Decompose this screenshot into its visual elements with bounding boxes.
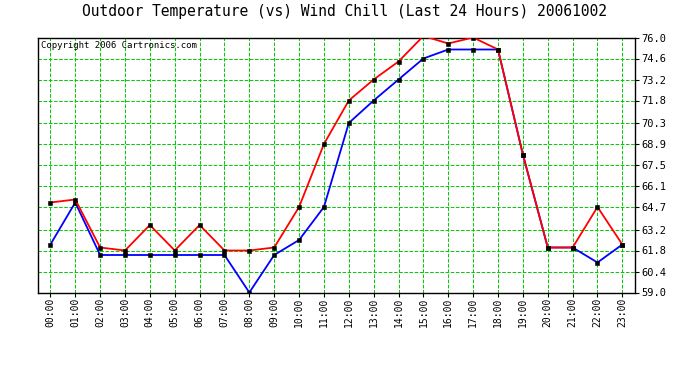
Text: Outdoor Temperature (vs) Wind Chill (Last 24 Hours) 20061002: Outdoor Temperature (vs) Wind Chill (Las…: [83, 4, 607, 19]
Text: Copyright 2006 Cartronics.com: Copyright 2006 Cartronics.com: [41, 41, 197, 50]
